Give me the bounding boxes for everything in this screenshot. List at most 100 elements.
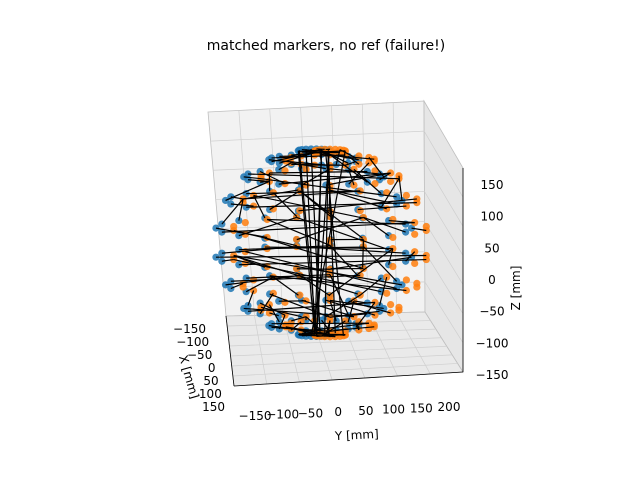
match-line bbox=[345, 161, 357, 166]
marker-set-b-point bbox=[230, 222, 238, 231]
marker-set-b-point bbox=[371, 167, 379, 175]
marker-set-b-point bbox=[389, 215, 397, 224]
y-tick-label: 50 bbox=[358, 404, 373, 418]
match-line bbox=[329, 154, 368, 183]
match-line bbox=[259, 302, 286, 316]
x-tick-label: 150 bbox=[202, 400, 225, 414]
x-tick-label: −50 bbox=[187, 348, 212, 362]
x-tick-label: 100 bbox=[199, 387, 222, 401]
match-line bbox=[329, 168, 380, 175]
match-line bbox=[268, 324, 302, 331]
y-tick-label: 150 bbox=[410, 401, 433, 415]
match-line bbox=[290, 162, 327, 170]
match-line bbox=[215, 227, 268, 239]
grid-line bbox=[396, 312, 431, 375]
marker-set-b-point bbox=[413, 283, 421, 291]
marker-set-a-point bbox=[227, 200, 235, 208]
match-line bbox=[398, 175, 403, 201]
match-line bbox=[328, 189, 387, 210]
grid-line bbox=[254, 315, 268, 385]
axis-lines bbox=[225, 168, 464, 387]
marker-set-a-point bbox=[407, 224, 416, 232]
y-tick-label: 100 bbox=[382, 403, 405, 417]
match-line bbox=[221, 258, 234, 262]
match-lines bbox=[215, 148, 427, 338]
match-line bbox=[363, 216, 406, 233]
z-axis-label: Z [mm] bbox=[509, 266, 523, 311]
x-axis-line bbox=[225, 315, 235, 387]
match-line bbox=[221, 198, 244, 225]
grid-line bbox=[218, 221, 464, 285]
match-line bbox=[269, 170, 368, 174]
match-line bbox=[246, 201, 417, 208]
match-line bbox=[247, 290, 255, 306]
match-line bbox=[298, 273, 331, 297]
x-tick-label: −100 bbox=[176, 335, 209, 349]
z-tick-label: 0 bbox=[488, 273, 496, 287]
chart-title: matched markers, no ref (failure!) bbox=[207, 38, 445, 54]
marker-set-b-point bbox=[387, 177, 395, 186]
match-line bbox=[348, 300, 391, 314]
marker-set-b-point bbox=[402, 191, 410, 200]
match-line bbox=[278, 172, 391, 185]
match-line bbox=[269, 293, 331, 318]
marker-set-b-point bbox=[371, 180, 379, 188]
match-line bbox=[296, 216, 389, 251]
match-line bbox=[278, 162, 292, 171]
z-tick-label: −50 bbox=[479, 305, 504, 319]
match-line bbox=[267, 218, 406, 225]
match-line bbox=[379, 172, 391, 181]
match-line bbox=[296, 268, 331, 270]
match-line bbox=[380, 178, 400, 208]
match-line bbox=[353, 300, 368, 304]
marker-set-a-point bbox=[212, 253, 220, 261]
y-axis-label: Y [mm] bbox=[334, 427, 380, 443]
grid-line bbox=[220, 251, 464, 314]
match-line bbox=[314, 152, 323, 335]
grid-line bbox=[392, 102, 397, 313]
z-tick-label: 100 bbox=[481, 210, 504, 224]
marker-set-b-point bbox=[292, 235, 301, 244]
match-line bbox=[259, 170, 286, 185]
match-line bbox=[230, 203, 254, 207]
marker-set-b-point bbox=[389, 233, 397, 242]
match-line bbox=[243, 189, 299, 200]
match-line bbox=[247, 173, 399, 180]
x-tick-label: −150 bbox=[173, 322, 206, 336]
marker-set-b-point bbox=[302, 165, 310, 173]
marker-set-b-point bbox=[402, 202, 410, 210]
y-tick-label: −150 bbox=[239, 409, 272, 423]
match-line bbox=[272, 276, 299, 296]
grid-line bbox=[232, 363, 458, 377]
grid-line bbox=[230, 345, 447, 357]
z-tick-label: 150 bbox=[481, 178, 504, 192]
marker-set-a-point bbox=[235, 261, 243, 269]
match-line bbox=[243, 307, 354, 318]
y-tick-label: −50 bbox=[298, 406, 323, 420]
match-line bbox=[260, 306, 302, 318]
match-line bbox=[301, 299, 355, 318]
match-line bbox=[264, 237, 364, 270]
match-line bbox=[305, 149, 316, 335]
marker-set-a-point bbox=[221, 196, 230, 205]
z-tick-label: −100 bbox=[476, 336, 509, 350]
match-line bbox=[230, 196, 244, 200]
match-line bbox=[233, 254, 359, 295]
match-line bbox=[362, 239, 365, 268]
grid-line bbox=[215, 191, 464, 256]
grid-line bbox=[269, 108, 284, 315]
match-line bbox=[327, 151, 336, 334]
marker-set-b-point bbox=[241, 218, 249, 227]
y-tick-label: 200 bbox=[438, 400, 461, 414]
match-line bbox=[388, 219, 415, 224]
marker-set-b-point bbox=[383, 289, 391, 297]
match-line bbox=[316, 333, 346, 337]
y-tick-label: 0 bbox=[334, 405, 342, 419]
marker-set-b-point bbox=[296, 291, 304, 299]
match-line bbox=[321, 319, 331, 332]
marker-set-a-point bbox=[235, 232, 243, 240]
match-line bbox=[363, 216, 390, 237]
y-axis-line bbox=[233, 371, 464, 387]
grid-line bbox=[231, 354, 453, 367]
